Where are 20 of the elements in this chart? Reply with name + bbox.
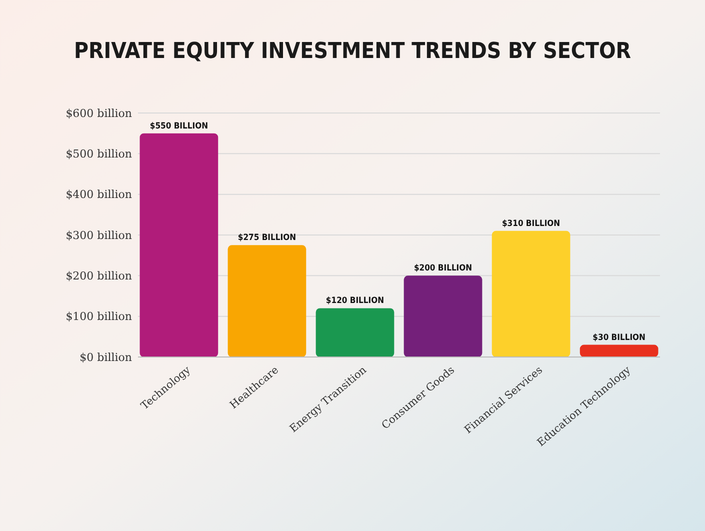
y-tick-label: $500 billion	[66, 148, 132, 161]
data-label: $275 BILLION	[238, 233, 296, 244]
data-label: $550 BILLION	[150, 121, 208, 132]
y-tick-label: $200 billion	[66, 270, 132, 283]
y-tick-label: $400 billion	[66, 188, 132, 202]
chart-title: PRIVATE EQUITY INVESTMENT TRENDS BY SECTOR	[74, 39, 632, 64]
bar	[228, 245, 306, 357]
data-label: $200 BILLION	[414, 264, 472, 274]
y-tick-label: $600 billion	[66, 106, 132, 120]
bar	[492, 230, 570, 357]
data-label: $30 BILLION	[592, 332, 646, 343]
data-label: $310 BILLION	[502, 218, 560, 229]
y-tick-label: $300 billion	[66, 228, 132, 242]
bar	[316, 308, 394, 357]
bar	[140, 133, 218, 357]
bar	[580, 344, 658, 357]
y-tick-label: $0 billion	[80, 350, 132, 364]
y-tick-label: $100 billion	[66, 310, 132, 324]
bar	[404, 276, 482, 357]
data-label: $120 BILLION	[326, 296, 384, 306]
